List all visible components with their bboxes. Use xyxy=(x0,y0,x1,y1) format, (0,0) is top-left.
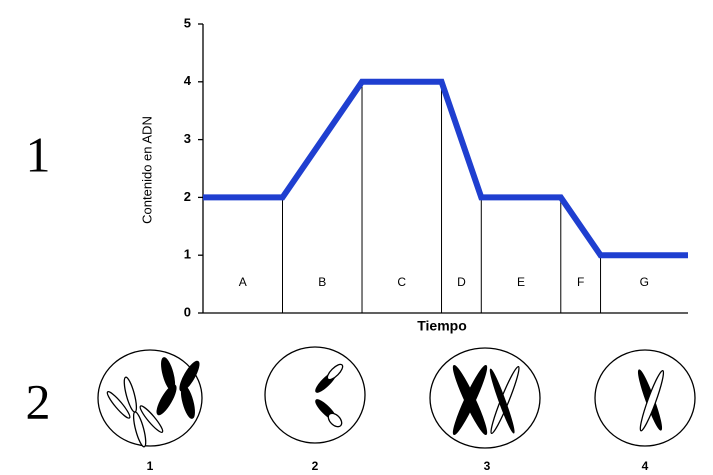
cell-label: 3 xyxy=(484,459,491,473)
row-label: 2 xyxy=(26,373,51,429)
cell xyxy=(430,348,540,448)
cell xyxy=(98,350,207,453)
y-tick-label: 5 xyxy=(184,15,191,30)
region-label: C xyxy=(397,275,406,289)
region-label: B xyxy=(318,275,326,289)
region-label: E xyxy=(517,275,525,289)
y-axis-label: Contenido en ADN xyxy=(139,116,154,224)
row-label: 1 xyxy=(26,126,51,182)
cell xyxy=(265,347,365,443)
cell xyxy=(595,350,695,446)
figure: 1 2 Contenido en ADN Tiempo 1 2 3 4 0 1 2 3… xyxy=(0,0,713,475)
region-label: A xyxy=(239,275,247,289)
cell-label: 2 xyxy=(312,459,319,473)
region-label: F xyxy=(577,275,584,289)
region-label: D xyxy=(457,275,466,289)
x-axis-label: Tiempo xyxy=(417,318,467,334)
y-tick-label: 4 xyxy=(184,73,192,88)
data-line xyxy=(203,82,688,255)
y-tick-label: 2 xyxy=(184,189,191,204)
y-tick-label: 0 xyxy=(184,304,191,319)
y-tick-label: 3 xyxy=(184,131,191,146)
region-label: G xyxy=(640,275,649,289)
cell-label: 4 xyxy=(642,459,649,473)
y-tick-label: 1 xyxy=(184,247,191,262)
cell-label: 1 xyxy=(147,459,154,473)
